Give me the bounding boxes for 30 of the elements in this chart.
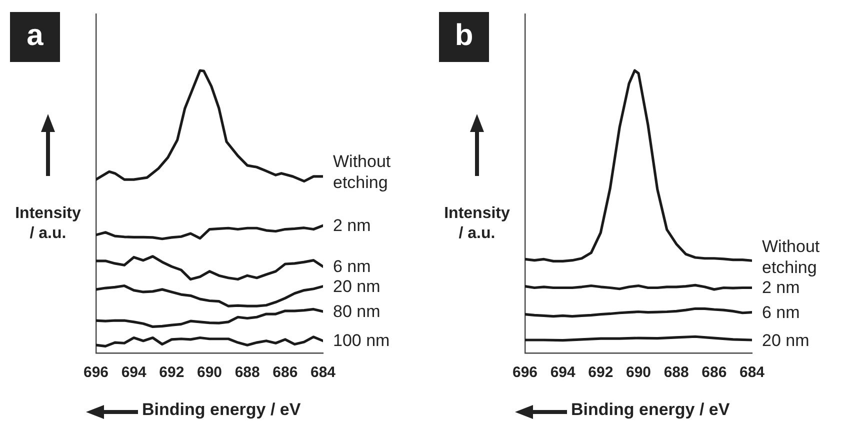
series-label: 6 nm — [762, 302, 801, 323]
x-tick-label: 686 — [702, 364, 727, 382]
x-tick-label: 688 — [234, 364, 260, 382]
x-tick-label: 696 — [83, 364, 109, 382]
x-tick-label: 696 — [512, 364, 538, 382]
series-label: 100 nm — [333, 330, 391, 351]
series-label: 2 nm — [333, 215, 372, 236]
chart-title: a — [10, 12, 60, 62]
series-label: 6 nm — [333, 256, 372, 277]
y-axis-title: Intensity / a.u. — [443, 204, 511, 244]
series-label: Without etching — [762, 236, 821, 278]
x-axis-title: Binding energy / eV — [571, 400, 730, 420]
y-axis-title: Intensity / a.u. — [14, 204, 82, 244]
x-tick-label: 684 — [310, 364, 336, 382]
series-label: 20 nm — [333, 276, 382, 297]
x-tick-label: 686 — [272, 364, 298, 382]
x-tick-label: 688 — [664, 364, 689, 382]
x-tick-label: 684 — [739, 364, 766, 382]
x-tick-label: 694 — [550, 364, 576, 382]
series-label: 2 nm — [762, 277, 801, 298]
series-label: 20 nm — [762, 330, 810, 351]
x-tick-label: 694 — [121, 364, 147, 382]
x-tick-label: 692 — [588, 364, 614, 382]
x-tick-label: 690 — [626, 364, 652, 382]
chart-title: b — [439, 12, 489, 62]
x-tick-label: 692 — [159, 364, 184, 382]
series-label: 80 nm — [333, 301, 382, 322]
x-tick-label: 690 — [196, 364, 222, 382]
x-axis-title: Binding energy / eV — [142, 400, 301, 420]
series-label: Without etching — [333, 151, 392, 193]
